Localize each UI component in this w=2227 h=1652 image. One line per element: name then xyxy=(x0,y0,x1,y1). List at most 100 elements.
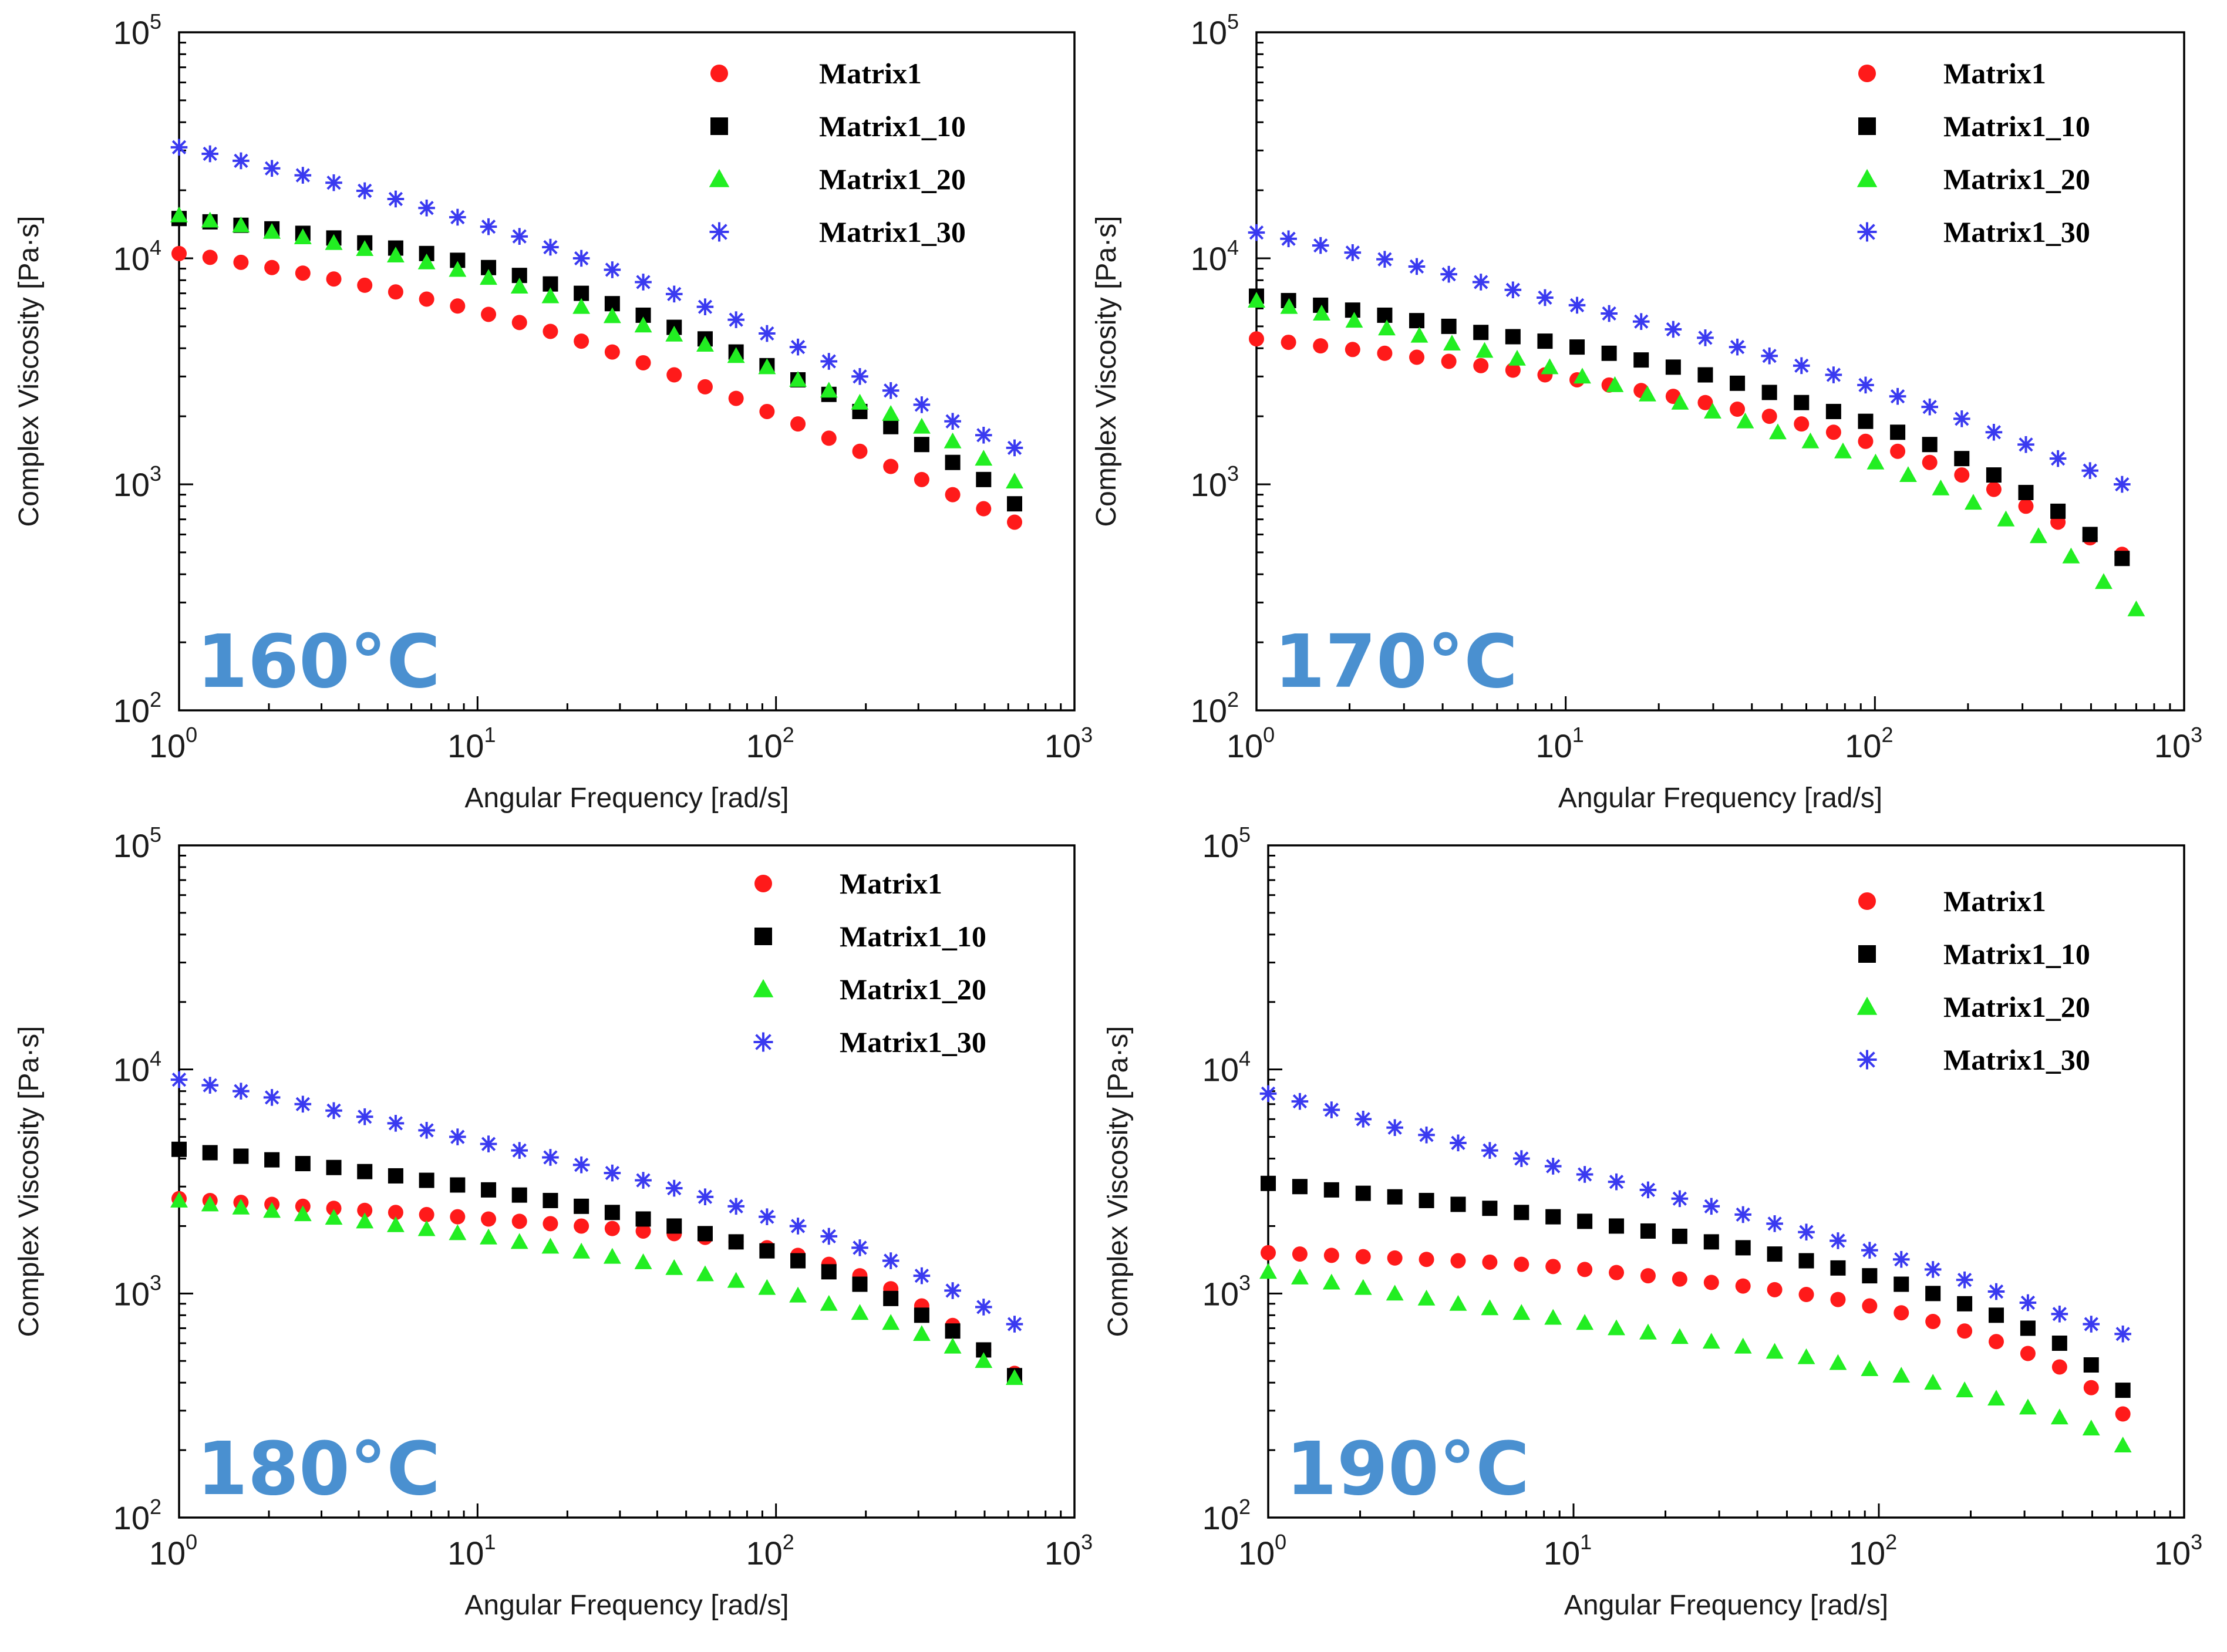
data-point xyxy=(1987,1283,2005,1300)
data-point xyxy=(294,1095,312,1113)
chart-panel-2: 100 101 102 103 102 103 104 105 Angular Frequenc… xyxy=(1091,9,2202,814)
data-point xyxy=(1472,274,1490,291)
legend-label: Matrix1 xyxy=(1943,885,2046,918)
legend-marker xyxy=(754,928,772,945)
data-point xyxy=(1248,292,1265,308)
data-point xyxy=(1505,362,1521,378)
legend-marker xyxy=(1857,1050,1877,1070)
data-point xyxy=(758,1279,776,1295)
data-point xyxy=(1508,349,1526,366)
data-point xyxy=(635,1172,652,1189)
data-point xyxy=(481,1211,497,1227)
data-point xyxy=(1569,339,1585,355)
data-point xyxy=(1441,353,1457,369)
data-point xyxy=(263,1202,281,1218)
y-axis-title: Complex Viscosity [Pa·s] xyxy=(1103,1026,1134,1337)
data-point xyxy=(789,1286,807,1303)
legend-marker xyxy=(710,65,728,82)
data-point xyxy=(170,1192,188,1208)
data-point xyxy=(1801,432,1820,449)
data-point xyxy=(696,1188,714,1205)
data-point xyxy=(201,211,219,228)
data-point xyxy=(1922,454,1938,470)
data-point xyxy=(1834,442,1852,458)
x-axis-title: Angular Frequency [rad/s] xyxy=(464,1590,789,1621)
data-point xyxy=(1513,1150,1530,1167)
data-point xyxy=(1377,307,1393,323)
data-point xyxy=(635,274,652,291)
data-point xyxy=(1640,1223,1656,1239)
y-tick-label: 102 xyxy=(113,687,161,729)
legend-marker xyxy=(753,979,774,997)
data-point xyxy=(2114,551,2130,567)
data-point xyxy=(1259,1263,1277,1279)
data-point xyxy=(1419,1192,1434,1208)
data-point xyxy=(1514,1256,1529,1272)
data-point xyxy=(541,1238,560,1254)
data-point xyxy=(574,1198,589,1214)
data-point xyxy=(914,437,929,453)
y-tick-label: 102 xyxy=(1191,687,1239,729)
data-point xyxy=(2114,1437,2132,1452)
data-point xyxy=(325,234,343,250)
data-point xyxy=(449,261,467,277)
data-point xyxy=(1894,1276,1909,1292)
data-point xyxy=(1671,1190,1689,1208)
data-point xyxy=(1702,1333,1720,1349)
data-point xyxy=(820,1228,838,1245)
data-point xyxy=(789,1218,807,1235)
data-point xyxy=(1482,1201,1498,1216)
data-point xyxy=(1577,1262,1593,1277)
series-Matrix1 xyxy=(1261,1245,2131,1422)
data-point xyxy=(1378,319,1396,336)
data-point xyxy=(450,1209,466,1225)
data-point xyxy=(1857,376,1874,394)
data-point xyxy=(976,471,992,487)
data-point xyxy=(1541,358,1559,375)
data-point xyxy=(1481,1142,1498,1159)
data-point xyxy=(543,1216,558,1232)
legend-label: Matrix1_20 xyxy=(840,973,986,1006)
data-point xyxy=(1386,1284,1404,1301)
data-point xyxy=(912,1325,931,1341)
y-tick-label: 104 xyxy=(1202,1047,1251,1088)
data-point xyxy=(1481,1299,1499,1316)
data-point xyxy=(450,298,466,314)
data-point xyxy=(356,1108,373,1125)
data-point xyxy=(1892,1367,1911,1383)
data-point xyxy=(2127,600,2145,616)
data-point xyxy=(1281,335,1296,350)
data-point xyxy=(1313,305,1330,321)
data-point xyxy=(697,1226,713,1242)
series-Matrix1_30 xyxy=(1259,1085,2131,1343)
legend-marker xyxy=(709,168,730,187)
data-point xyxy=(696,1265,714,1282)
data-point xyxy=(665,1179,683,1197)
legend-marker xyxy=(1857,168,1878,187)
data-point xyxy=(1355,1185,1371,1201)
data-point xyxy=(1989,1334,2004,1350)
data-point xyxy=(1997,510,2015,527)
legend-label: Matrix1_20 xyxy=(819,163,966,195)
data-point xyxy=(419,1206,434,1222)
data-point xyxy=(388,1168,403,1184)
data-point xyxy=(202,250,218,265)
series-Matrix1_10 xyxy=(171,1141,1022,1384)
data-point xyxy=(1313,338,1329,354)
data-point xyxy=(510,1233,528,1249)
data-point xyxy=(821,1264,837,1280)
data-point xyxy=(295,1156,311,1172)
data-point xyxy=(2083,1357,2099,1373)
legend-marker xyxy=(754,875,772,892)
y-tick-label: 102 xyxy=(113,1495,161,1536)
data-point xyxy=(2020,1320,2036,1336)
series-Matrix1_30 xyxy=(170,1071,1023,1333)
data-point xyxy=(418,199,435,217)
data-point xyxy=(1545,1259,1561,1275)
data-point xyxy=(727,347,745,363)
data-point xyxy=(233,1083,250,1100)
data-point xyxy=(975,1299,992,1316)
data-point xyxy=(263,222,281,239)
legend: Matrix1 Matrix1_10 Matrix1_20 Matrix1_30 xyxy=(753,867,986,1058)
data-point xyxy=(1292,1179,1308,1195)
